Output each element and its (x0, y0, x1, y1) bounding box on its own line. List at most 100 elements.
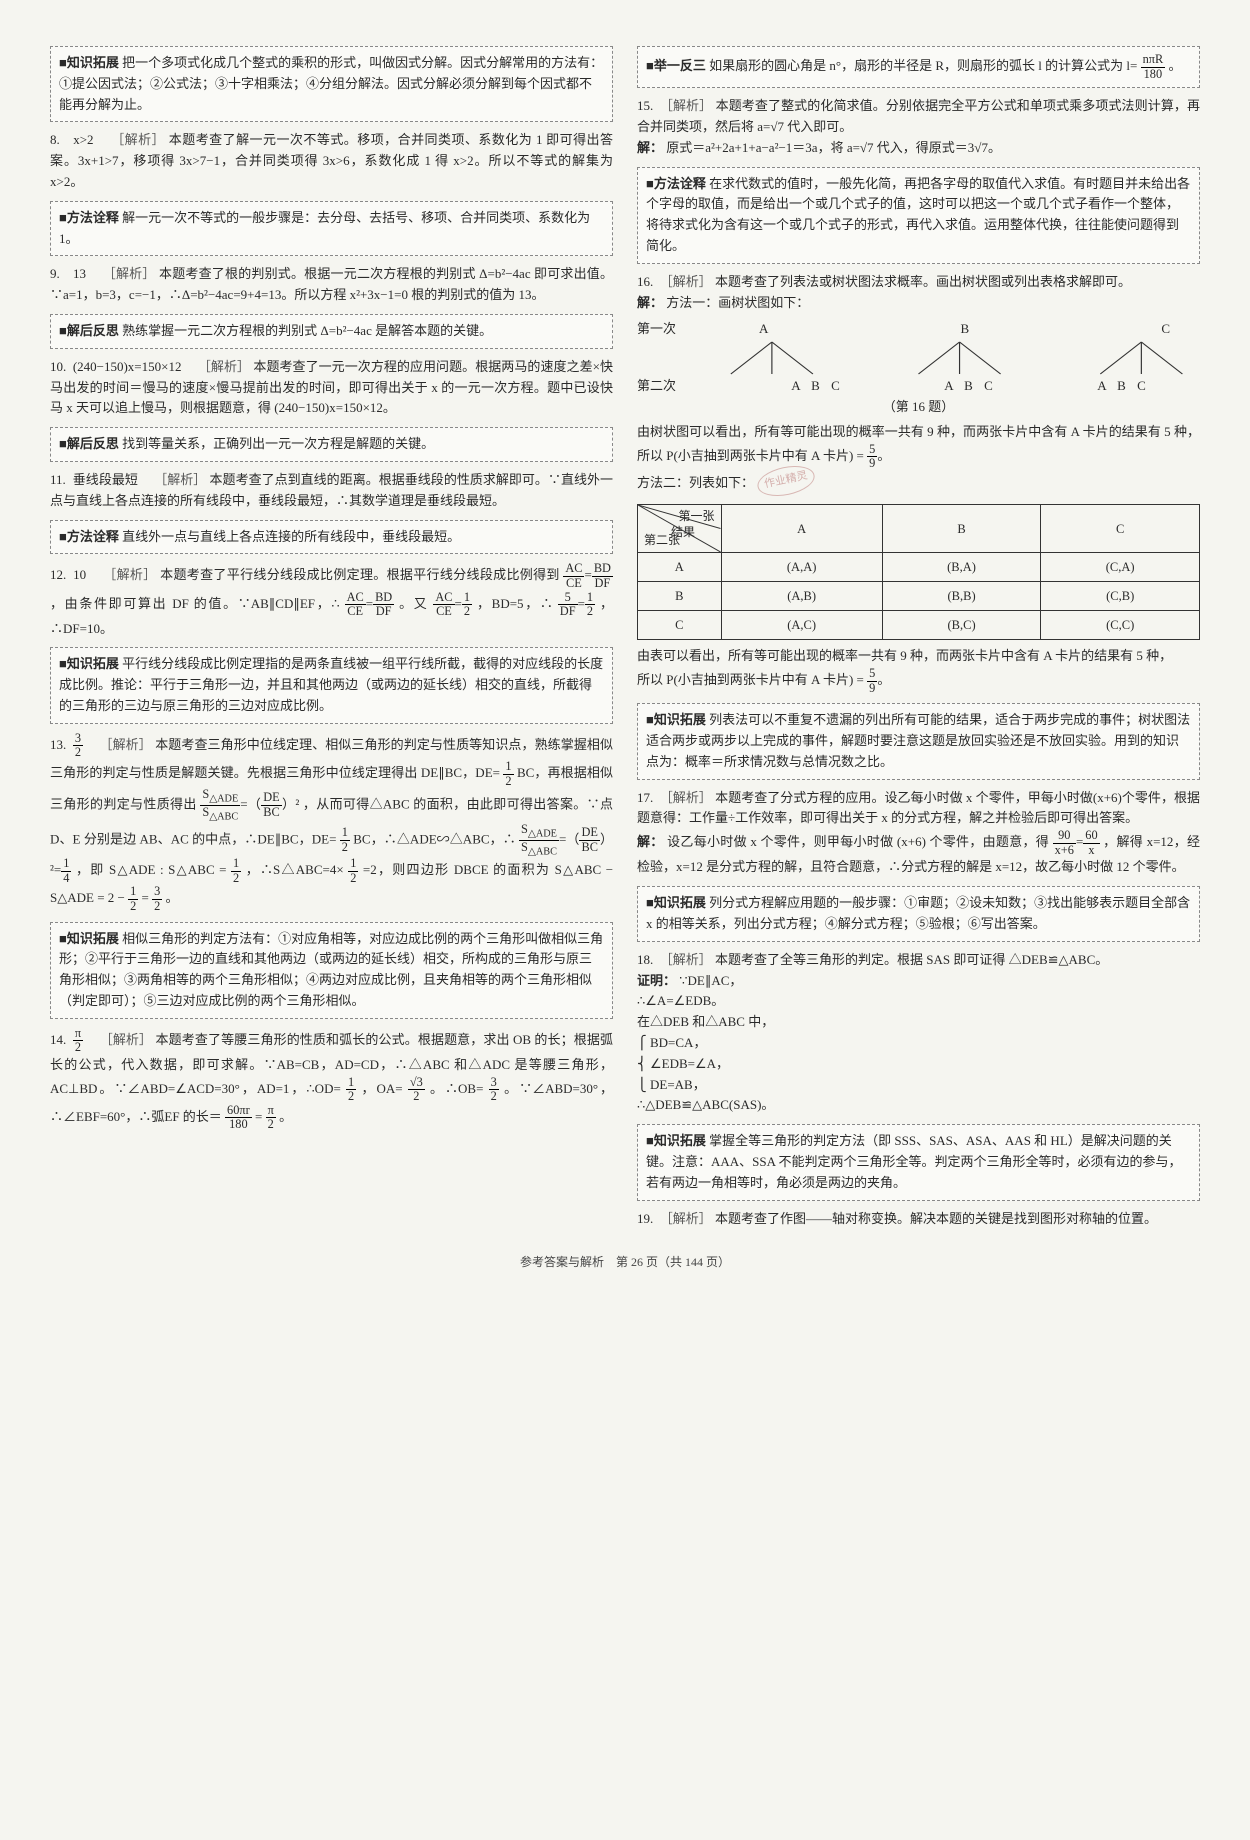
label: ［解析］ (103, 567, 156, 582)
solve-label: 解： (637, 834, 664, 849)
frac: 59 (867, 667, 877, 695)
box-title: ■方法诠释 (646, 176, 706, 191)
proof-line: ⎩ DE=AB， (637, 1077, 706, 1092)
label: ［解析］ (111, 132, 165, 147)
t: ，BD=5，∴ (477, 596, 553, 611)
t: 由表可以看出，所有等可能出现的概率一共有 9 种，而两张卡片中含有 A 卡片的结… (637, 648, 1172, 663)
box-knowledge-4: ■知识拓展 列表法可以不重复不遗漏的列出所有可能的结果，适合于两步完成的事件；树… (637, 703, 1200, 779)
q11: 11. 垂线段最短 ［解析］ 本题考查了点到直线的距离。根据垂线段的性质求解即可… (50, 470, 613, 512)
q-num: 11. (50, 470, 70, 491)
label: ［解析］ (660, 274, 712, 289)
frac: nπR180 (1141, 53, 1166, 81)
t: 本题考查了整式的化简求值。分别依据完全平方公式和单项式乘多项式法则计算，再合并同… (637, 98, 1200, 134)
t: 本题考查了全等三角形的判定。根据 SAS 即可证得 △DEB≌△ABC。 (715, 952, 1108, 967)
t: 本题考查了列表法或树状图法求概率。画出树状图或列出表格求解即可。 (715, 274, 1131, 289)
table-row: C (A,C) (B,C) (C,C) (638, 611, 1200, 640)
label: ［解析］ (660, 952, 712, 967)
label: ［解析］ (154, 472, 206, 487)
frac: ACCE (345, 591, 366, 619)
box-title: ■知识拓展 (59, 656, 119, 671)
box-knowledge-1: ■知识拓展 把一个多项式化成几个整式的乘积的形式，叫做因式分解。因式分解常用的方… (50, 46, 613, 122)
frac: 12 (340, 826, 350, 854)
frac: BDDF (373, 591, 394, 619)
frac: DEBC (261, 791, 281, 819)
box-title: ■举一反三 (646, 58, 706, 73)
col-h: B (882, 505, 1041, 553)
label: ［解析］ (198, 359, 250, 374)
frac: π2 (266, 1104, 276, 1132)
box-title: ■方法诠释 (59, 210, 119, 225)
box-title: ■知识拓展 (59, 55, 119, 70)
frac: DEBC (579, 826, 599, 854)
frac: BDDF (592, 562, 613, 590)
q13: 13. 32 ［解析］ 本题考查三角形中位线定理、相似三角形的判定与性质等知识点… (50, 732, 613, 914)
q-ans-frac: 32 (73, 732, 83, 760)
box-text: 熟练掌握一元二次方程根的判别式 Δ=b²−4ac 是解答本题的关键。 (122, 323, 492, 338)
t: 如果扇形的圆心角是 n°，扇形的半径是 R，则扇形的弧长 l 的计算公式为 l= (709, 58, 1137, 73)
q16: 16. ［解析］ 本题考查了列表法或树状图法求概率。画出树状图或列出表格求解即可… (637, 272, 1200, 695)
label: ［解析］ (660, 790, 712, 805)
t: ，∴S△ABC=4× (246, 862, 344, 877)
frac: 12 (231, 857, 241, 885)
q-num: 17. (637, 788, 657, 809)
box-title: ■知识拓展 (59, 931, 119, 946)
t: 。 (166, 891, 179, 906)
frac: 14 (61, 857, 71, 885)
q-num: 14. (50, 1030, 70, 1051)
box-text: 解一元一次不等式的一般步骤是：去分母、去括号、移项、合并同类项、系数化为 1。 (59, 210, 590, 246)
frac: 12 (585, 591, 595, 619)
box-text: 找到等量关系，正确列出一元一次方程是解题的关键。 (122, 436, 434, 451)
tree-node: C (1161, 319, 1170, 340)
q14: 14. π2 ［解析］ 本题考查了等腰三角形的性质和弧长的公式。根据题意，求出 … (50, 1027, 613, 1132)
t: 。 (1168, 58, 1181, 73)
t: 本题考查了分式方程的应用。设乙每小时做 x 个零件，甲每小时做(x+6)个零件，… (637, 790, 1200, 826)
q-num: 10. (50, 357, 70, 378)
diag-cell: 第一张 结果 第二张 (638, 505, 722, 553)
tree-r2-label: 第二次 (637, 376, 689, 397)
t: 原式＝a²+2a+1+a−a²−1＝3a，将 a=√7 代入，得原式＝3√7。 (666, 140, 1001, 155)
box-title: ■解后反思 (59, 323, 119, 338)
stamp-icon: 作业精灵 (755, 461, 817, 500)
col-h: A (721, 505, 882, 553)
frac: 60x (1083, 829, 1099, 857)
box-reflect-1: ■解后反思 熟练掌握一元二次方程根的判别式 Δ=b²−4ac 是解答本题的关键。 (50, 314, 613, 349)
tree-caption: （第 16 题） (637, 397, 1200, 418)
box-text: 平行线分线段成比例定理指的是两条直线被一组平行线所截，截得的对应线段的长度成比例… (59, 656, 603, 713)
page-footer: 参考答案与解析 第 26 页（共 144 页） (50, 1253, 1200, 1272)
q8: 8. x>2 ［解析］ 本题考查了解一元一次不等式。移项，合并同类项、系数化为 … (50, 130, 613, 192)
t: 设乙每小时做 x 个零件，则甲每小时做 (x+6) 个零件，由题意，得 (667, 834, 1052, 849)
t: 。 (279, 1109, 292, 1124)
frac: 32 (489, 1076, 499, 1104)
box-text: 掌握全等三角形的判定方法（即 SSS、SAS、ASA、AAS 和 HL）是解决问… (646, 1133, 1182, 1190)
tree-r1-label: 第一次 (637, 319, 689, 340)
t: 方法二：列表如下： (637, 475, 754, 490)
q-ans-frac: π2 (73, 1027, 83, 1055)
t: 方法一：画树状图如下： (666, 295, 809, 310)
frac: 12 (128, 885, 138, 913)
t: ，OA= (361, 1081, 402, 1096)
box-text: 列分式方程解应用题的一般步骤：①审题；②设未知数；③找出能够表示题目全部含 x … (646, 895, 1190, 931)
proof-line: 在△DEB 和△ABC 中， (637, 1014, 774, 1029)
q-ans: 10 (73, 567, 86, 582)
t: ，由条件即可算出 DF 的值。∵AB∥CD∥EF，∴ (50, 596, 340, 611)
box-title: ■知识拓展 (646, 1133, 706, 1148)
q-num: 12. (50, 565, 70, 586)
solve-label: 解： (637, 140, 663, 155)
t: BC，∴△ADE∽△ABC，∴ (353, 831, 515, 846)
page: ■知识拓展 把一个多项式化成几个整式的乘积的形式，叫做因式分解。因式分解常用的方… (50, 40, 1200, 1237)
proof-line: ∴∠A=∠EDB。 (637, 993, 724, 1008)
box-text: 把一个多项式化成几个整式的乘积的形式，叫做因式分解。因式分解常用的方法有：①提公… (59, 55, 603, 112)
q-num: 8. (50, 130, 70, 151)
left-column: ■知识拓展 把一个多项式化成几个整式的乘积的形式，叫做因式分解。因式分解常用的方… (50, 40, 613, 1237)
frac: 12 (346, 1076, 356, 1104)
box-title: ■解后反思 (59, 436, 119, 451)
frac: 59 (867, 443, 877, 471)
probability-table: 第一张 结果 第二张 A B C A (A,A) (B,A) (C,A) B (637, 504, 1200, 640)
box-knowledge-3: ■知识拓展 相似三角形的判定方法有：①对应角相等，对应边成比例的两个三角形叫做相… (50, 922, 613, 1019)
box-text: 直线外一点与直线上各点连接的所有线段中，垂线段最短。 (122, 529, 460, 544)
q12: 12. 10 ［解析］ 本题考查了平行线分线段成比例定理。根据平行线分线段成比例… (50, 562, 613, 639)
box-by-1: ■方法诠释 直线外一点与直线上各点连接的所有线段中，垂线段最短。 (50, 520, 613, 555)
box-knowledge-5: ■知识拓展 列分式方程解应用题的一般步骤：①审题；②设未知数；③找出能够表示题目… (637, 886, 1200, 942)
frac: S△ADES△ABC (200, 788, 240, 823)
q10: 10. (240−150)x=150×12 ［解析］ 本题考查了一元一次方程的应… (50, 357, 613, 419)
